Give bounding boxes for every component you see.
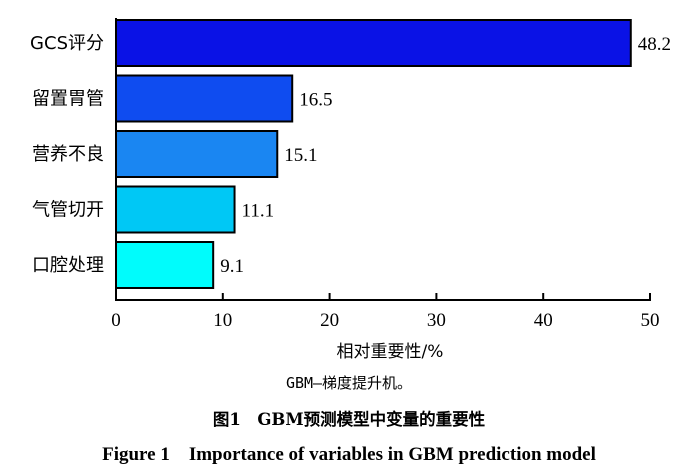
category-label-3: 营养不良 <box>32 144 104 165</box>
x-tick-label-0: 0 <box>111 310 121 331</box>
bar-4 <box>115 185 236 234</box>
bar-1 <box>115 19 632 67</box>
x-axis-title: 相对重要性/% <box>337 342 444 362</box>
x-tick-label-20: 20 <box>320 310 339 331</box>
figure-caption-en: Figure 1 Importance of variables in GBM … <box>102 444 596 465</box>
figure-caption-cn: 图1 GBM预测模型中变量的重要性 <box>212 410 486 429</box>
bar-2 <box>115 74 294 123</box>
bar-5 <box>115 241 215 289</box>
value-label-4: 11.1 <box>242 201 275 222</box>
bar-3 <box>115 130 279 178</box>
x-tick-label-30: 30 <box>427 310 446 331</box>
category-label-5: 口腔处理 <box>32 255 104 276</box>
category-label-4: 气管切开 <box>32 200 104 221</box>
category-label-1: GCS评分 <box>30 33 104 54</box>
value-label-3: 15.1 <box>284 145 317 166</box>
bars-layer: GCS评分 48.2 留置胃管 16.5 营养不良 15.1 气管切开 11.1 口腔处理 9.1 <box>30 19 671 289</box>
value-label-1: 48.2 <box>638 34 671 55</box>
category-label-2: 留置胃管 <box>32 89 104 110</box>
x-tick-label-10: 10 <box>213 310 232 331</box>
figure-note: GBM—梯度提升机。 <box>285 374 413 392</box>
value-label-5: 9.1 <box>220 256 244 277</box>
x-axis: 0 10 20 30 40 50 <box>111 18 660 331</box>
value-label-2: 16.5 <box>299 90 332 111</box>
x-tick-label-50: 50 <box>641 310 660 331</box>
x-tick-label-40: 40 <box>534 310 553 331</box>
